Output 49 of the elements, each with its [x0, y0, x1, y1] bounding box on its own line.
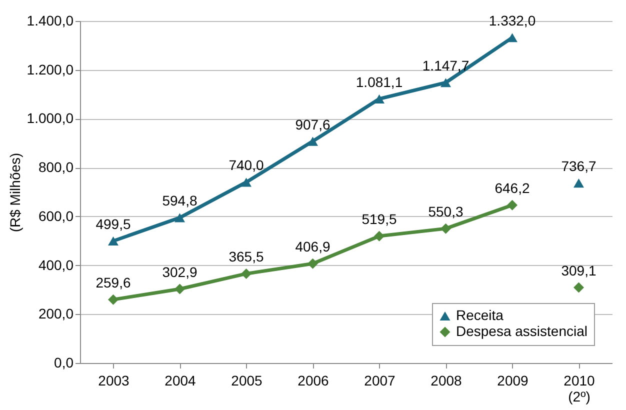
point	[174, 213, 185, 222]
data-label: 259,6	[96, 274, 131, 291]
legend-label: Receita	[456, 307, 504, 323]
point	[174, 284, 185, 294]
data-label: 550,3	[428, 204, 464, 220]
y-axis-title: (R$ Milhões)	[6, 152, 23, 232]
x-tick-label: 2006	[298, 372, 330, 388]
data-label: 309,1	[561, 262, 596, 278]
x-tick-label: 2010 (2º)	[564, 372, 596, 404]
data-label: 1.081,1	[356, 74, 403, 90]
y-tick-label: 600,0	[38, 208, 74, 224]
data-label: 499,5	[96, 216, 131, 232]
y-tick-label: 400,0	[38, 256, 74, 273]
point	[374, 94, 384, 104]
point	[507, 33, 518, 42]
point	[308, 136, 318, 146]
legend-label: Despesa assistencial	[456, 323, 588, 339]
x-tick-label: 2005	[231, 372, 263, 388]
x-tick-label: 2009	[497, 372, 529, 388]
x-tick-label: 2004	[164, 372, 196, 388]
y-tick-label: 200,0	[38, 306, 74, 322]
x-tick-label: 2003	[98, 372, 130, 388]
point	[241, 178, 252, 187]
data-label: 302,9	[162, 264, 198, 280]
data-label: 736,7	[561, 158, 596, 174]
y-tick-label: 1.000,0	[26, 110, 74, 126]
data-label: 740,0	[228, 157, 264, 174]
point	[108, 236, 118, 246]
data-label: 594,8	[162, 192, 198, 209]
point	[374, 230, 384, 242]
point	[507, 200, 518, 210]
point	[440, 223, 451, 234]
data-label: 365,5	[228, 248, 264, 265]
point	[440, 78, 451, 88]
point	[108, 294, 118, 305]
data-label: 1.147,7	[422, 58, 470, 74]
data-label: 406,9	[295, 238, 330, 255]
y-tick-label: 1.400,0	[26, 12, 74, 28]
y-tick-label: 0,0	[54, 354, 74, 370]
data-label: 907,6	[295, 116, 330, 132]
y-tick-label: 1.200,0	[26, 61, 74, 78]
data-label: 646,2	[494, 180, 530, 196]
point	[308, 258, 318, 269]
point	[241, 268, 252, 279]
x-tick-label: 2008	[430, 372, 462, 388]
x-tick-label: 2007	[364, 372, 396, 388]
data-label: 519,5	[362, 211, 397, 228]
y-tick-label: 800,0	[38, 159, 74, 176]
data-label: 1.332,0	[488, 12, 536, 29]
